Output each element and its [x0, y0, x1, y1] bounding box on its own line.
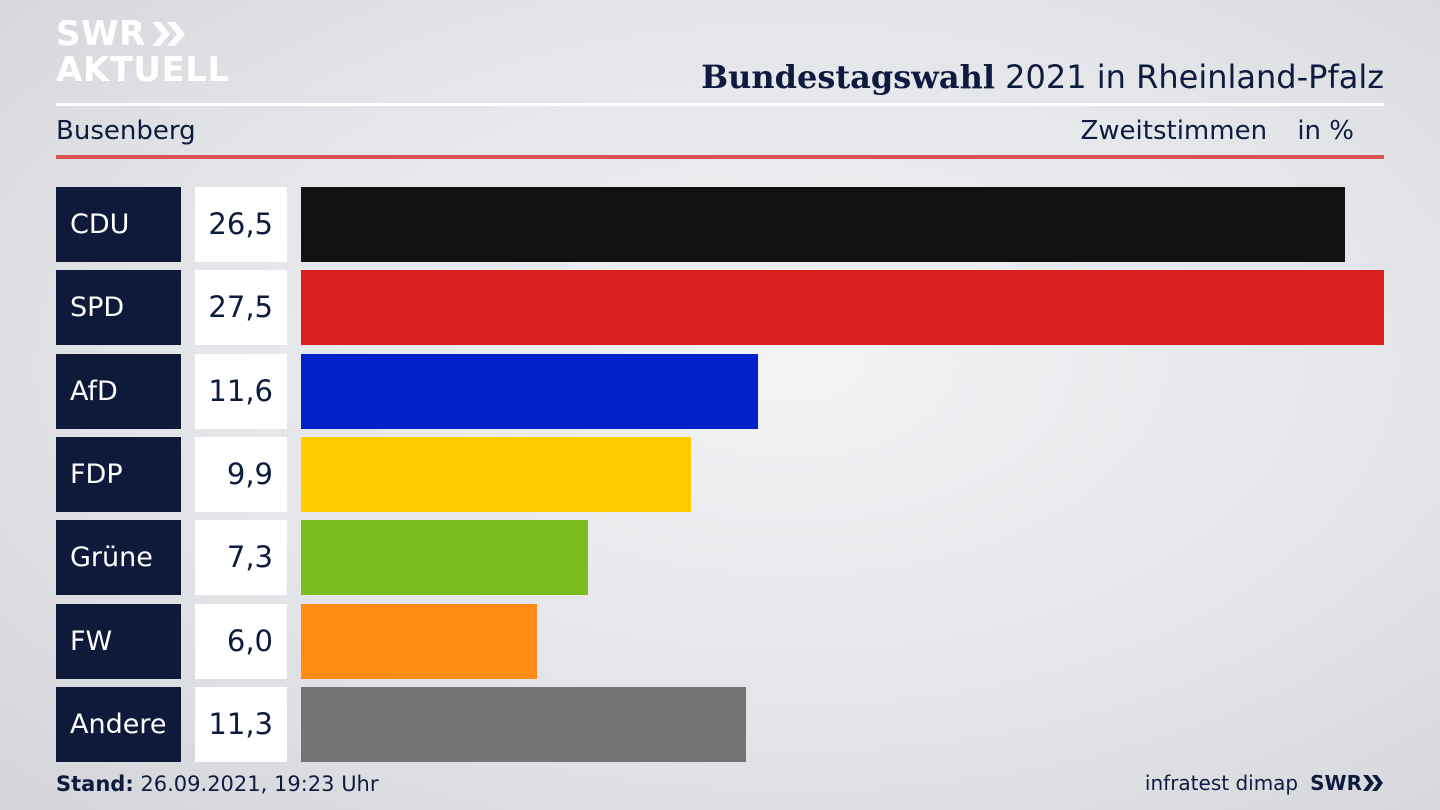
value-label: 7,3	[195, 520, 287, 595]
page-title: Bundestagswahl 2021 in Rheinland-Pfalz	[701, 58, 1384, 96]
bar	[301, 187, 1345, 262]
double-chevron-icon	[1363, 775, 1383, 791]
bar-row: FW 6,0	[56, 604, 1384, 679]
bar-row: Andere 11,3	[56, 687, 1384, 762]
party-label: CDU	[56, 187, 181, 262]
title-bold: Bundestagswahl	[701, 58, 995, 96]
value-label: 11,6	[195, 354, 287, 429]
bar	[301, 520, 588, 595]
accent-divider	[56, 155, 1384, 159]
bar-row: Grüne 7,3	[56, 520, 1384, 595]
measure-name: Zweitstimmen	[1080, 116, 1268, 146]
bar	[301, 604, 537, 679]
party-label: Andere	[56, 687, 181, 762]
bar	[301, 687, 746, 762]
bar	[301, 270, 1384, 345]
stand-label: Stand:	[56, 772, 134, 796]
party-label: FW	[56, 604, 181, 679]
footer-brand: SWR	[1310, 771, 1384, 795]
party-label: SPD	[56, 270, 181, 345]
value-label: 26,5	[195, 187, 287, 262]
double-chevron-icon	[151, 22, 185, 46]
party-label: FDP	[56, 437, 181, 512]
region-name: Busenberg	[56, 116, 196, 146]
title-rest: 2021 in Rheinland-Pfalz	[1005, 58, 1384, 96]
source-credit: infratest dimap SWR	[1145, 771, 1384, 795]
bar	[301, 437, 691, 512]
timestamp: Stand: 26.09.2021, 19:23 Uhr	[56, 772, 379, 796]
bar-row: FDP 9,9	[56, 437, 1384, 512]
bar-row: AfD 11,6	[56, 354, 1384, 429]
logo-line-1: SWR	[56, 14, 146, 54]
measure-unit: in %	[1297, 116, 1354, 146]
logo-line-2: AKTUELL	[56, 50, 230, 90]
bar-row: CDU 26,5	[56, 187, 1384, 262]
value-label: 9,9	[195, 437, 287, 512]
bar	[301, 354, 758, 429]
header-divider	[56, 103, 1384, 106]
value-label: 11,3	[195, 687, 287, 762]
bar-row: SPD 27,5	[56, 270, 1384, 345]
measure-label: Zweitstimmen in %	[1080, 116, 1354, 146]
footer-brand-text: SWR	[1310, 771, 1362, 795]
party-label: AfD	[56, 354, 181, 429]
party-label: Grüne	[56, 520, 181, 595]
source-name: infratest dimap	[1144, 771, 1299, 795]
value-label: 6,0	[195, 604, 287, 679]
value-label: 27,5	[195, 270, 287, 345]
swr-aktuell-logo: SWR AKTUELL	[56, 16, 230, 88]
stand-value: 26.09.2021, 19:23 Uhr	[140, 772, 379, 796]
